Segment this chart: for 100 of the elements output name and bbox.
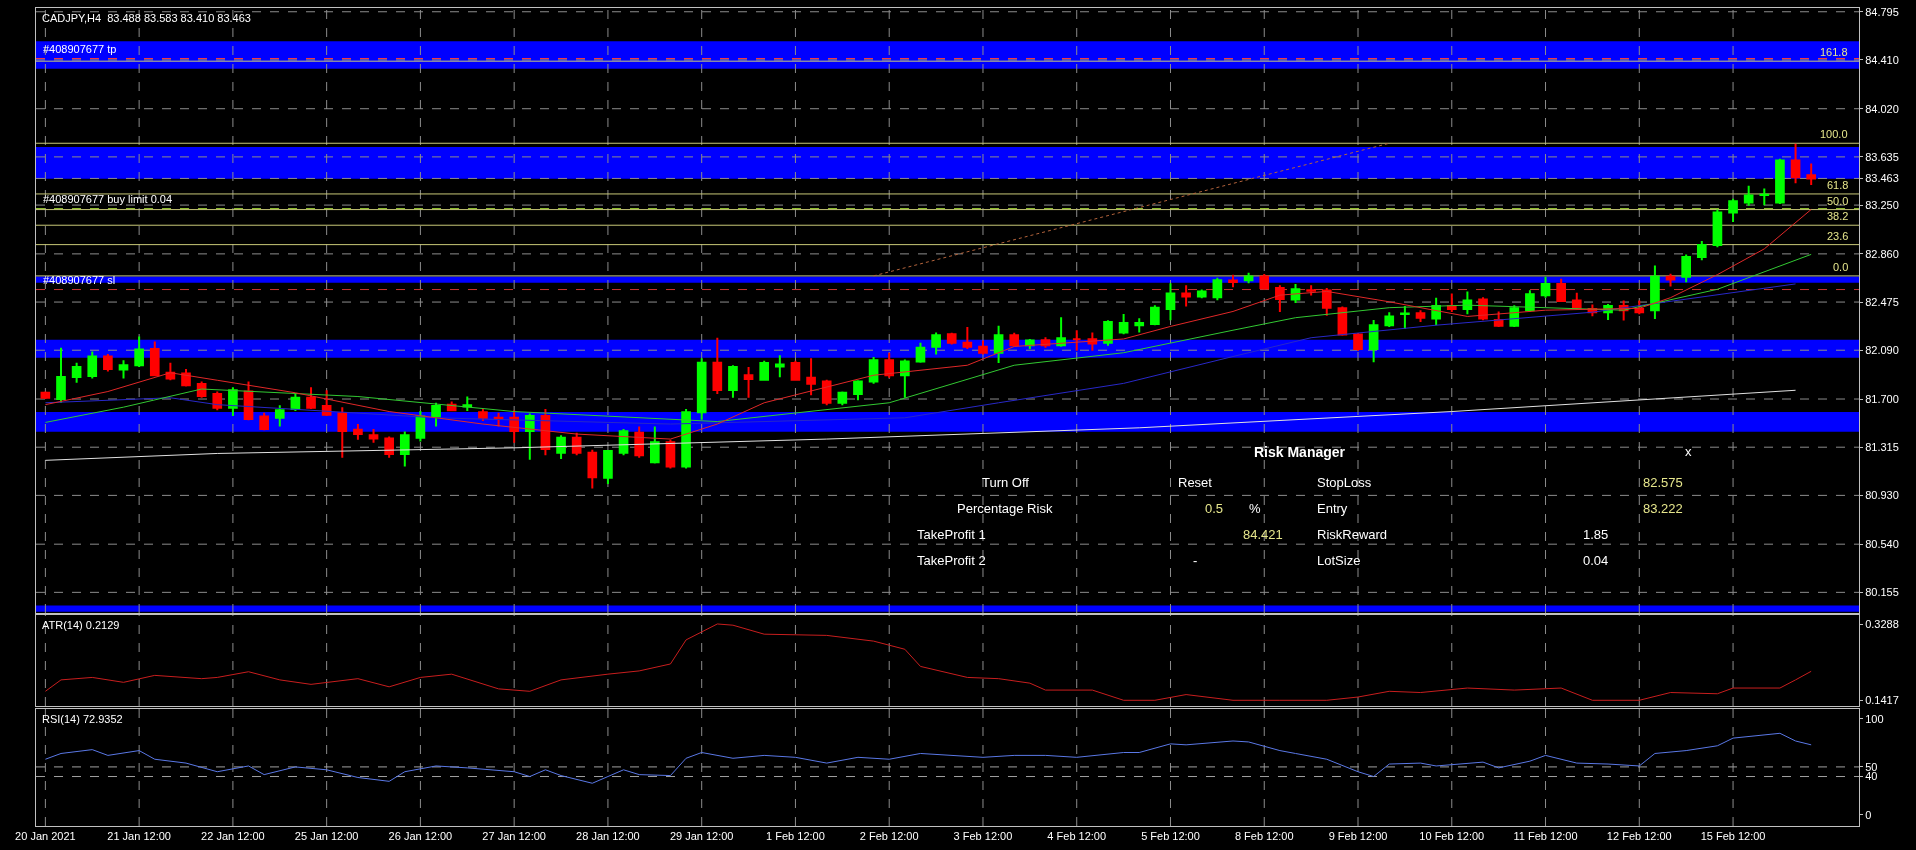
candlestick xyxy=(1306,284,1316,297)
candlestick xyxy=(1525,289,1535,314)
candlestick xyxy=(696,357,707,421)
x-tick-label: 22 Jan 12:00 xyxy=(201,830,265,843)
candlestick xyxy=(931,331,941,356)
x-tick-label: 15 Feb 12:00 xyxy=(1700,830,1766,843)
candlestick xyxy=(665,438,676,470)
annotation: % xyxy=(1249,501,1261,516)
annotation: RiskReward xyxy=(1317,527,1388,542)
y-tick-label: 50 xyxy=(1865,760,1878,773)
candlestick xyxy=(681,408,691,470)
y-tick-label: 80.155 xyxy=(1865,586,1899,599)
line-series xyxy=(44,253,1812,423)
ref-line-label: #408907677 tp xyxy=(43,43,117,55)
candlestick xyxy=(1400,305,1410,330)
annotation: 0.5 xyxy=(1205,501,1224,516)
candlestick xyxy=(1118,312,1129,336)
candlestick xyxy=(821,378,832,407)
x-tick-label: 4 Feb 12:00 xyxy=(1047,830,1107,843)
candlestick xyxy=(1009,331,1020,348)
candlestick xyxy=(1103,319,1113,347)
candlestick xyxy=(134,335,144,369)
candlestick xyxy=(634,425,645,459)
candlestick xyxy=(1665,272,1676,288)
candlestick xyxy=(1681,253,1691,284)
annotation: - xyxy=(1193,553,1198,568)
candlestick xyxy=(1165,282,1176,322)
candlestick xyxy=(1759,187,1770,207)
candlestick xyxy=(71,361,82,384)
x-tick-label: 10 Feb 12:00 xyxy=(1419,830,1485,843)
y-tick-label: 0.3288 xyxy=(1865,617,1899,630)
annotation: x xyxy=(1685,444,1692,459)
x-tick-label: 20 Jan 2021 xyxy=(15,830,76,843)
candlestick xyxy=(712,336,723,396)
y-tick-label: 83.250 xyxy=(1865,198,1899,211)
x-tick-label: 25 Jan 12:00 xyxy=(294,830,359,843)
candlestick xyxy=(1556,277,1566,303)
candlestick xyxy=(181,368,191,388)
candlestick xyxy=(900,358,910,399)
candlestick xyxy=(587,448,598,490)
y-tick-label: 81.700 xyxy=(1865,392,1899,405)
candlestick xyxy=(1150,304,1160,327)
annotation: 84.421 xyxy=(1243,527,1283,542)
candlestick xyxy=(978,339,988,356)
candlestick xyxy=(806,357,816,397)
candlestick xyxy=(1415,309,1426,323)
line-series xyxy=(44,389,1797,461)
text: Risk Manager xyxy=(1254,444,1346,460)
annotation: Entry xyxy=(1317,501,1348,516)
x-tick-label: 21 Jan 12:00 xyxy=(107,830,171,843)
candlestick xyxy=(1384,311,1395,329)
candlestick xyxy=(649,425,660,465)
annotation: 61.8 xyxy=(1827,179,1849,191)
y-tick-label: 0 xyxy=(1865,808,1872,821)
annotation: StopLoss xyxy=(1317,475,1372,490)
annotation: 161.8 xyxy=(1820,46,1848,58)
candlestick xyxy=(274,404,285,428)
candlestick xyxy=(228,386,238,417)
candlestick xyxy=(1243,271,1254,285)
x-tick-label: 3 Feb 12:00 xyxy=(953,830,1013,843)
y-tick-label: 83.463 xyxy=(1865,172,1899,185)
annotation: 100.0 xyxy=(1820,128,1848,140)
chart-title: RSI(14) 72.9352 xyxy=(42,713,123,725)
y-tick-label: 80.930 xyxy=(1865,489,1899,502)
candlestick xyxy=(103,352,113,373)
candlestick xyxy=(462,395,473,412)
candlestick xyxy=(1540,275,1551,299)
candlestick xyxy=(306,386,316,411)
candlestick xyxy=(1696,240,1707,262)
candlestick xyxy=(399,430,410,468)
candlestick xyxy=(1228,273,1238,289)
candlestick xyxy=(149,340,160,377)
candlestick xyxy=(524,412,535,461)
candlestick xyxy=(87,350,98,380)
candlestick xyxy=(1743,184,1754,207)
candlestick xyxy=(868,356,879,385)
candlestick xyxy=(337,406,348,459)
x-tick-label: 8 Feb 12:00 xyxy=(1234,830,1294,843)
candlestick xyxy=(1181,284,1191,308)
ref-line-label: #408907677 sl xyxy=(43,274,116,286)
y-tick-label: 82.475 xyxy=(1865,295,1899,308)
candlestick xyxy=(1353,331,1363,352)
annotation: Percentage Risk xyxy=(957,501,1053,516)
annotation: Turn Off xyxy=(982,475,1030,490)
candlestick xyxy=(478,408,488,422)
chart-title: ATR(14) 0.2129 xyxy=(42,619,120,631)
annotation: 38.2 xyxy=(1827,210,1849,222)
x-tick-label: 29 Jan 12:00 xyxy=(669,830,734,843)
annotation: TakeProfit 2 xyxy=(917,553,986,568)
candlestick xyxy=(1571,291,1582,311)
y-tick-label: 100 xyxy=(1865,712,1884,725)
candlestick xyxy=(384,435,394,459)
annotation: 1.85 xyxy=(1583,527,1609,542)
candlestick xyxy=(743,366,754,399)
candlestick xyxy=(118,359,129,380)
candlestick xyxy=(212,390,223,412)
candlestick xyxy=(1259,272,1270,291)
candlestick xyxy=(1462,290,1473,316)
candlestick xyxy=(790,359,801,382)
candlestick xyxy=(1650,264,1660,320)
